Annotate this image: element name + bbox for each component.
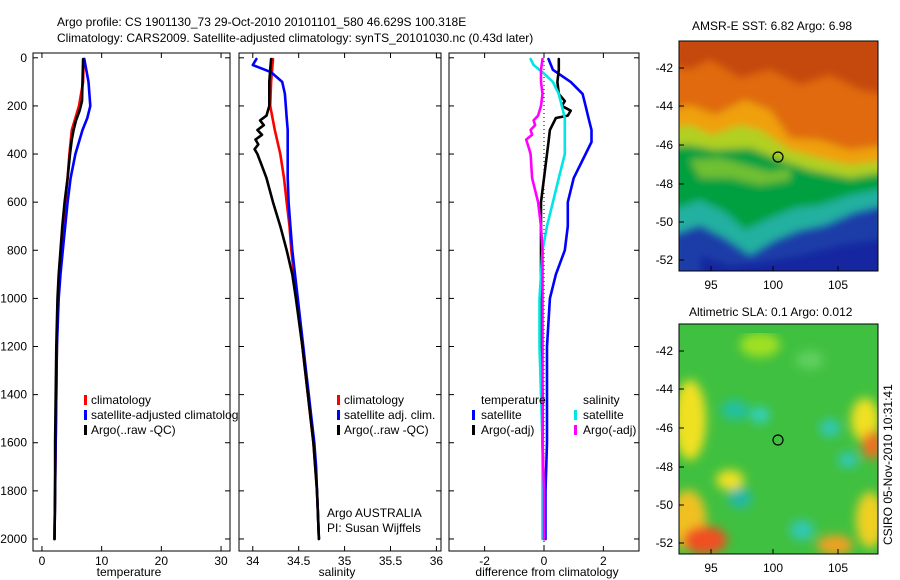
difference-legend: temperature satellite Argo(-adj) salinit… — [472, 393, 636, 437]
argo-pi-label: PI: Susan Wijffels — [327, 521, 421, 535]
depth-tick-label: 400 — [7, 147, 27, 161]
salinity-plot: 34 34.5 35 35.5 36 — [239, 53, 443, 568]
legend-label-sal-argo: Argo(-adj) — [583, 423, 636, 437]
sst-lat-label: -50 — [656, 215, 674, 229]
salinity-xlabel: salinity — [319, 565, 356, 579]
figure-title-line1: Argo profile: CS 1901130_73 29-Oct-2010 … — [57, 15, 466, 29]
legend-swatch-argo — [84, 425, 87, 435]
difference-series-salinity-satellite — [529, 57, 567, 541]
difference-xlabel: difference from climatology — [475, 565, 618, 579]
profile-plots: 0 10 20 30020040060080010001200140016001800… — [0, 51, 639, 568]
sla-lat-label: -46 — [656, 421, 674, 435]
salinity-xtick-label: 34.5 — [287, 554, 311, 568]
sla-map: Altimetric SLA: 0.1 Argo: 0.012 — [656, 305, 879, 575]
sla-lat-ticks: -42 -44 -46 -48 -50 -52 — [656, 344, 684, 550]
sla-map-frame — [678, 323, 879, 555]
sst-lon-label: 95 — [704, 278, 718, 292]
salinity-xtick-label: 36 — [430, 554, 444, 568]
difference-series-salinity-argo-adj — [524, 57, 546, 541]
legend-swatch-satellite — [337, 410, 340, 420]
sla-lon-ticks: 95 100 105 — [704, 549, 848, 575]
salinity-xtick-label: 35 — [338, 554, 352, 568]
salinity-series-argo-raw-qc — [253, 57, 321, 541]
legend-label-climatology: climatology — [344, 393, 404, 407]
depth-tick-label: 2000 — [0, 532, 27, 546]
sst-lat-label: -44 — [656, 99, 674, 113]
legend-swatch-sal-satellite — [574, 410, 577, 420]
legend-swatch-sal-argo — [574, 425, 577, 435]
legend-label-satellite: satellite-adjusted climatolog — [91, 408, 238, 422]
depth-tick-label: 1800 — [0, 484, 27, 498]
sla-map-title: Altimetric SLA: 0.1 Argo: 0.012 — [689, 305, 853, 319]
sla-lon-label: 100 — [763, 561, 783, 575]
temperature-xtick-label: 10 — [95, 554, 109, 568]
sla-lat-label: -50 — [656, 498, 674, 512]
sla-lat-label: -48 — [656, 460, 674, 474]
csiro-credit: CSIRO 05-Nov-2010 10:31:41 — [881, 384, 895, 545]
legend-label-temp-argo: Argo(-adj) — [481, 423, 534, 437]
legend-swatch-satellite — [84, 410, 87, 420]
salinity-axes — [238, 52, 442, 552]
argo-float-marker — [772, 151, 784, 163]
sst-lat-label: -46 — [656, 138, 674, 152]
sst-lon-ticks: 95 100 105 — [704, 266, 848, 292]
temperature-legend: climatology satellite-adjusted climatolo… — [84, 393, 238, 437]
salinity-xtick-label: 35.5 — [379, 554, 403, 568]
temperature-plot: 0 10 20 30 0 200 400 600 800 1000 1200 1400 1600 1800… — [0, 51, 230, 568]
depth-tick-label: 600 — [7, 195, 27, 209]
temperature-axes — [32, 52, 231, 552]
depth-tick-label: 0 — [20, 51, 27, 65]
sla-lon-label: 95 — [704, 561, 718, 575]
legend-swatch-argo — [337, 425, 340, 435]
sla-lat-label: -52 — [656, 536, 674, 550]
legend-swatch-climatology — [84, 395, 87, 405]
legend-label-temp-satellite: satellite — [481, 408, 522, 422]
sst-lat-ticks: -42 -44 -46 -48 -50 -52 — [656, 61, 684, 267]
legend-label-climatology: climatology — [91, 393, 151, 407]
sst-map-title: AMSR-E SST: 6.82 Argo: 6.98 — [692, 19, 852, 33]
temperature-xtick-label: 20 — [155, 554, 169, 568]
legend-group-temperature: temperature — [481, 393, 546, 407]
difference-plot: -2 0 2 — [449, 53, 639, 568]
argo-float-marker — [772, 434, 784, 446]
depth-tick-label: 1600 — [0, 436, 27, 450]
legend-label-argo: Argo(..raw -QC) — [91, 423, 176, 437]
legend-group-salinity: salinity — [583, 393, 620, 407]
sst-map-frame — [678, 40, 879, 272]
salinity-legend: climatology satellite adj. clim. Argo(..… — [337, 393, 435, 437]
salinity-xtick-label: 34 — [246, 554, 260, 568]
legend-swatch-climatology — [337, 395, 340, 405]
legend-label-sal-satellite: satellite — [583, 408, 624, 422]
sla-lon-label: 105 — [828, 561, 848, 575]
sla-lat-label: -42 — [656, 344, 674, 358]
sst-lat-label: -52 — [656, 253, 674, 267]
legend-label-satellite: satellite adj. clim. — [344, 408, 435, 422]
temperature-xtick-label: 0 — [39, 554, 46, 568]
depth-tick-label: 200 — [7, 99, 27, 113]
depth-tick-label: 800 — [7, 243, 27, 257]
depth-tick-label: 1000 — [0, 291, 27, 305]
depth-tick-label: 1200 — [0, 340, 27, 354]
difference-series-temperature-satellite — [544, 57, 593, 541]
sst-map: AMSR-E SST: 6.82 Argo: 6.98 -42 -44 -46 … — [656, 19, 879, 292]
difference-xtick-label: 2 — [600, 554, 607, 568]
sst-lon-label: 100 — [763, 278, 783, 292]
temperature-xtick-label: 30 — [214, 554, 228, 568]
legend-label-argo: Argo(..raw -QC) — [344, 423, 429, 437]
temperature-series-argo-raw-qc — [53, 57, 85, 541]
sst-lon-label: 105 — [828, 278, 848, 292]
legend-swatch-temp-satellite — [472, 410, 475, 420]
sla-lat-label: -44 — [656, 382, 674, 396]
temperature-xlabel: temperature — [97, 565, 162, 579]
sst-lat-label: -48 — [656, 177, 674, 191]
difference-xtick-label: 0 — [541, 554, 548, 568]
argo-program-label: Argo AUSTRALIA — [327, 506, 422, 520]
depth-tick-label: 1400 — [0, 388, 27, 402]
sst-lat-label: -42 — [656, 61, 674, 75]
difference-xtick-label: -2 — [479, 554, 490, 568]
legend-swatch-temp-argo — [472, 425, 475, 435]
figure-title-line2: Climatology: CARS2009. Satellite-adjuste… — [57, 31, 533, 45]
